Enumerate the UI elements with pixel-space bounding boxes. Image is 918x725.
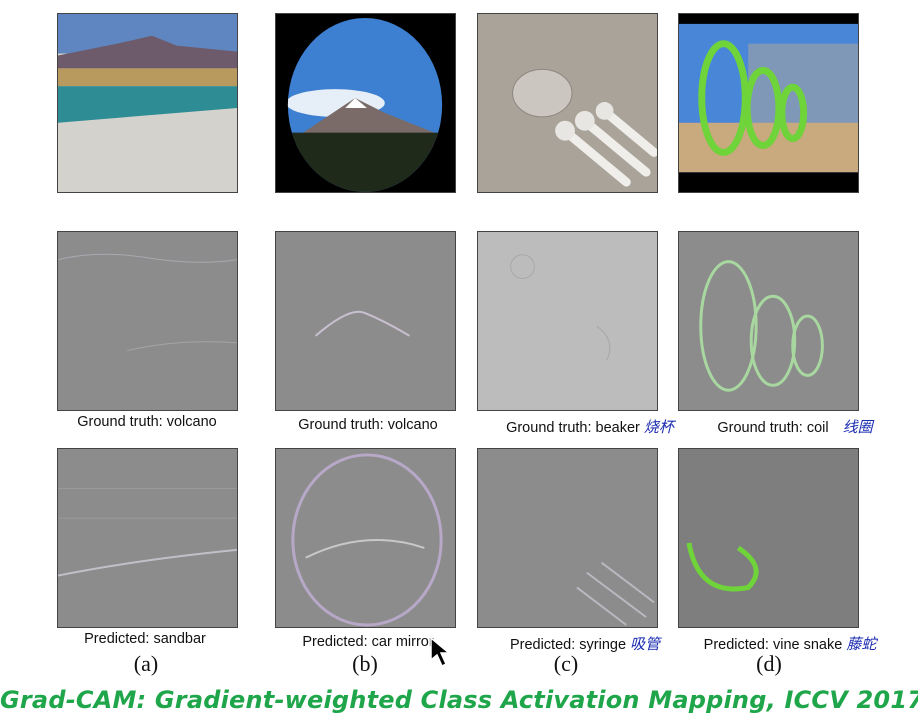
label: Predicted: car mirror — [253, 634, 483, 650]
photo-volcano-fisheye — [275, 13, 456, 193]
handwritten-note: 烧杯 — [643, 418, 674, 436]
label: Ground truth: beaker 烧杯 — [475, 416, 705, 437]
guided-gradcam-map — [275, 448, 456, 628]
caption: Grad-CAM: Gradient-weighted Class Activa… — [0, 686, 918, 714]
label: Ground truth: volcano — [253, 417, 483, 433]
handwritten-note: 吸管 — [630, 635, 661, 653]
panel-letter: (c) — [553, 651, 579, 676]
guided-gradcam-map — [477, 231, 658, 411]
predicted-label: Predicted: vine snake — [703, 637, 843, 653]
ground-truth-label: Ground truth: volcano — [298, 417, 438, 433]
predicted-label: Predicted: syringe — [509, 637, 627, 653]
label: Predicted: vine snake 藤蛇 — [675, 633, 905, 654]
ground-truth-label: Ground truth: coil — [717, 420, 829, 436]
handwritten-note: 线圈 — [842, 418, 873, 436]
guided-gradcam-map — [275, 231, 456, 411]
label: Ground truth: volcano — [32, 414, 262, 430]
predicted-label: Predicted: car mirror — [302, 634, 434, 650]
panel-letter: (d) — [756, 651, 782, 676]
photo-coil — [678, 13, 859, 193]
photo-spoons — [477, 13, 658, 193]
label: Predicted: sandbar — [30, 631, 260, 647]
label: Predicted: syringe 吸管 — [470, 633, 700, 654]
guided-gradcam-map — [57, 448, 238, 628]
panel-letter: (a) — [133, 651, 159, 676]
predicted-label: Predicted: sandbar — [84, 631, 206, 647]
guided-gradcam-map — [57, 231, 238, 411]
mouse-cursor — [430, 636, 452, 668]
label: Ground truth: coil 线圈 — [680, 416, 910, 437]
guided-gradcam-map — [477, 448, 658, 628]
ground-truth-label: Ground truth: beaker — [506, 420, 640, 436]
guided-gradcam-map — [678, 231, 859, 411]
guided-gradcam-map — [678, 448, 859, 628]
panel-letter: (b) — [352, 651, 378, 676]
handwritten-note: 藤蛇 — [846, 635, 877, 653]
photo-salt-lake — [57, 13, 238, 193]
ground-truth-label: Ground truth: volcano — [77, 414, 217, 430]
